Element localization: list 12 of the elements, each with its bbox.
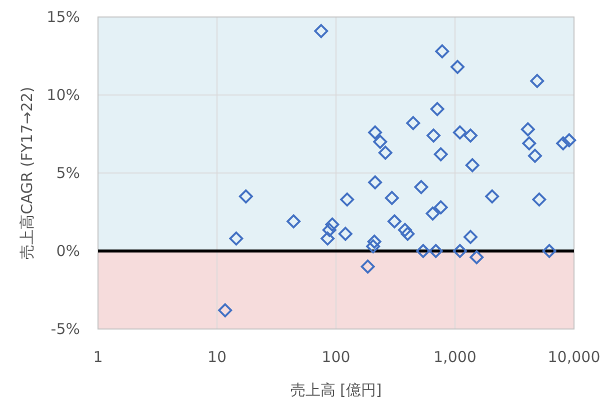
x-tick-label: 1,000: [434, 348, 476, 366]
y-axis-title: 売上高CAGR (FY17→22): [18, 86, 36, 260]
y-tick-label: -5%: [50, 320, 80, 338]
x-tick-label: 10: [207, 348, 227, 366]
x-tick-label: 100: [322, 348, 350, 366]
y-tick-label: 10%: [46, 86, 80, 104]
y-tick-label: 0%: [56, 242, 80, 260]
y-tick-label: 5%: [56, 164, 80, 182]
x-tick-label: 10,000: [548, 348, 600, 366]
y-tick-label: 15%: [46, 8, 80, 26]
x-axis-title: 売上高 [億円]: [290, 381, 382, 399]
x-tick-label: 1: [93, 348, 103, 366]
